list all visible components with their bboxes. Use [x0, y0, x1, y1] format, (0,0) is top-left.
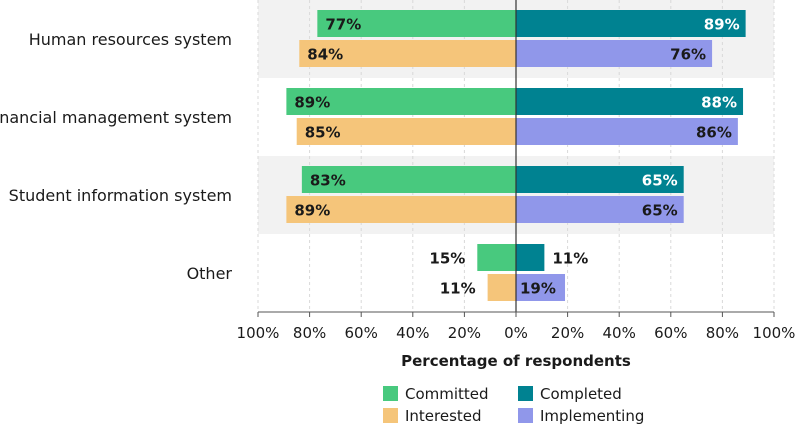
x-tick-label: 20%: [448, 324, 481, 342]
x-tick-label: 80%: [706, 324, 739, 342]
x-axis-title: Percentage of respondents: [401, 352, 631, 370]
bar-implementing: [516, 274, 566, 301]
legend-swatch-interested: [383, 408, 398, 423]
bar-implementing: [516, 196, 684, 223]
bar-label-interested: 85%: [305, 124, 341, 142]
bar-label-committed: 89%: [294, 94, 330, 112]
bar-label-completed: 65%: [642, 172, 678, 190]
bar-label-completed: 11%: [552, 250, 588, 268]
x-tick-label: 60%: [654, 324, 687, 342]
bar-label-implementing: 65%: [642, 202, 678, 220]
bar-interested: [299, 40, 516, 67]
bar-label-committed: 15%: [429, 250, 465, 268]
bar-label-implementing: 76%: [670, 46, 706, 64]
bar-label-completed: 89%: [704, 16, 740, 34]
legend-swatch-committed: [383, 386, 398, 401]
bar-label-implementing: 86%: [696, 124, 732, 142]
legend-label-completed: Completed: [540, 385, 622, 403]
bar-label-implementing: 19%: [520, 280, 556, 298]
bar-interested: [487, 274, 516, 301]
category-label: Student information system: [9, 186, 232, 205]
bar-implementing: [516, 40, 713, 67]
bar-committed: [477, 244, 516, 271]
bar-committed: [286, 88, 516, 115]
bar-interested: [296, 118, 516, 145]
x-tick-label: 40%: [603, 324, 636, 342]
bar-implementing: [516, 118, 738, 145]
legend-label-implementing: Implementing: [540, 407, 644, 425]
x-tick-label: 40%: [396, 324, 429, 342]
bar-interested: [286, 196, 516, 223]
bar-label-interested: 84%: [307, 46, 343, 64]
x-tick-label: 60%: [345, 324, 378, 342]
bar-label-committed: 83%: [310, 172, 346, 190]
bar-completed: [516, 166, 684, 193]
category-label: Human resources system: [29, 30, 232, 49]
bar-committed: [317, 10, 516, 37]
category-label: Other: [187, 264, 233, 283]
bar-label-interested: 11%: [440, 280, 476, 298]
bar-completed: [516, 88, 744, 115]
x-tick-label: 100%: [753, 324, 796, 342]
x-tick-label: 20%: [551, 324, 584, 342]
x-tick-label: 100%: [237, 324, 280, 342]
bar-label-committed: 77%: [325, 16, 361, 34]
bar-completed: [516, 10, 746, 37]
x-tick-label: 0%: [504, 324, 528, 342]
bar-label-completed: 88%: [701, 94, 737, 112]
category-label: Financial management system: [0, 108, 232, 127]
legend-swatch-completed: [518, 386, 533, 401]
legend-label-interested: Interested: [405, 407, 482, 425]
bar-label-interested: 89%: [294, 202, 330, 220]
bar-completed: [516, 244, 545, 271]
x-tick-label: 80%: [293, 324, 326, 342]
bar-committed: [301, 166, 516, 193]
legend-label-committed: Committed: [405, 385, 489, 403]
legend-swatch-implementing: [518, 408, 533, 423]
